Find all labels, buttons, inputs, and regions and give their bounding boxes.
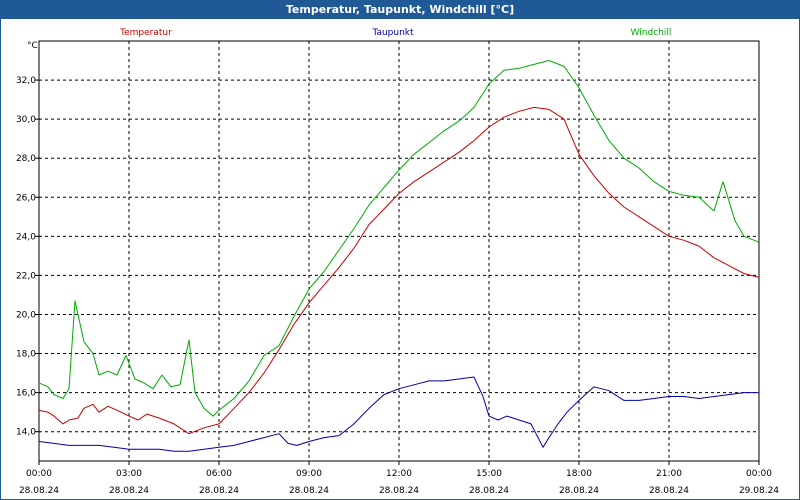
x-tick-time: 18:00 xyxy=(566,469,592,479)
y-tick-label: 16,0 xyxy=(16,389,36,399)
y-tick-label: 14,0 xyxy=(16,428,36,438)
x-tick-date: 28.08.24 xyxy=(469,486,509,496)
x-tick-date: 28.08.24 xyxy=(379,486,419,496)
x-tick-time: 09:00 xyxy=(296,469,322,479)
y-tick-label: 30,0 xyxy=(16,115,36,125)
x-tick-date: 28.08.24 xyxy=(289,486,329,496)
x-tick-date: 29.08.24 xyxy=(739,486,779,496)
x-tick-time: 00:00 xyxy=(746,469,772,479)
series-line-temperatur xyxy=(38,106,760,435)
y-tick-label: 18,0 xyxy=(16,350,36,360)
legend: Temperatur Taupunkt Windchill xyxy=(119,28,671,38)
x-tick-time: 03:00 xyxy=(116,469,142,479)
y-axis-unit: °C xyxy=(27,41,38,51)
axis-ticks: 14,0 16,0 18,0 20,0 22,0 24,0 26,0 28,0 30,0 32,0… xyxy=(16,76,779,496)
series-line-windchill xyxy=(38,60,760,417)
y-tick-label: 20,0 xyxy=(16,310,36,320)
series-line-taupunkt xyxy=(38,376,759,452)
x-tick-time: 12:00 xyxy=(386,469,412,479)
x-tick-date: 28.08.24 xyxy=(199,486,239,496)
chart-title: Temperatur, Taupunkt, Windchill [°C] xyxy=(1,1,799,19)
x-tick-time: 00:00 xyxy=(26,469,52,479)
x-tick-date: 28.08.24 xyxy=(559,486,599,496)
legend-taupunkt: Taupunkt xyxy=(371,28,414,38)
y-tick-label: 28,0 xyxy=(16,154,36,164)
x-tick-time: 15:00 xyxy=(476,469,502,479)
legend-windchill: Windchill xyxy=(631,28,672,38)
grid-lines xyxy=(39,41,759,461)
y-tick-label: 22,0 xyxy=(16,271,36,281)
series-lines xyxy=(38,60,760,452)
legend-temperatur: Temperatur xyxy=(119,28,172,38)
x-tick-time: 06:00 xyxy=(206,469,232,479)
x-tick-date: 28.08.24 xyxy=(19,486,59,496)
x-tick-date: 28.08.24 xyxy=(649,486,689,496)
x-tick-date: 28.08.24 xyxy=(109,486,149,496)
y-tick-label: 26,0 xyxy=(16,193,36,203)
y-tick-label: 24,0 xyxy=(16,232,36,242)
x-tick-time: 21:00 xyxy=(656,469,682,479)
y-tick-label: 32,0 xyxy=(16,76,36,86)
